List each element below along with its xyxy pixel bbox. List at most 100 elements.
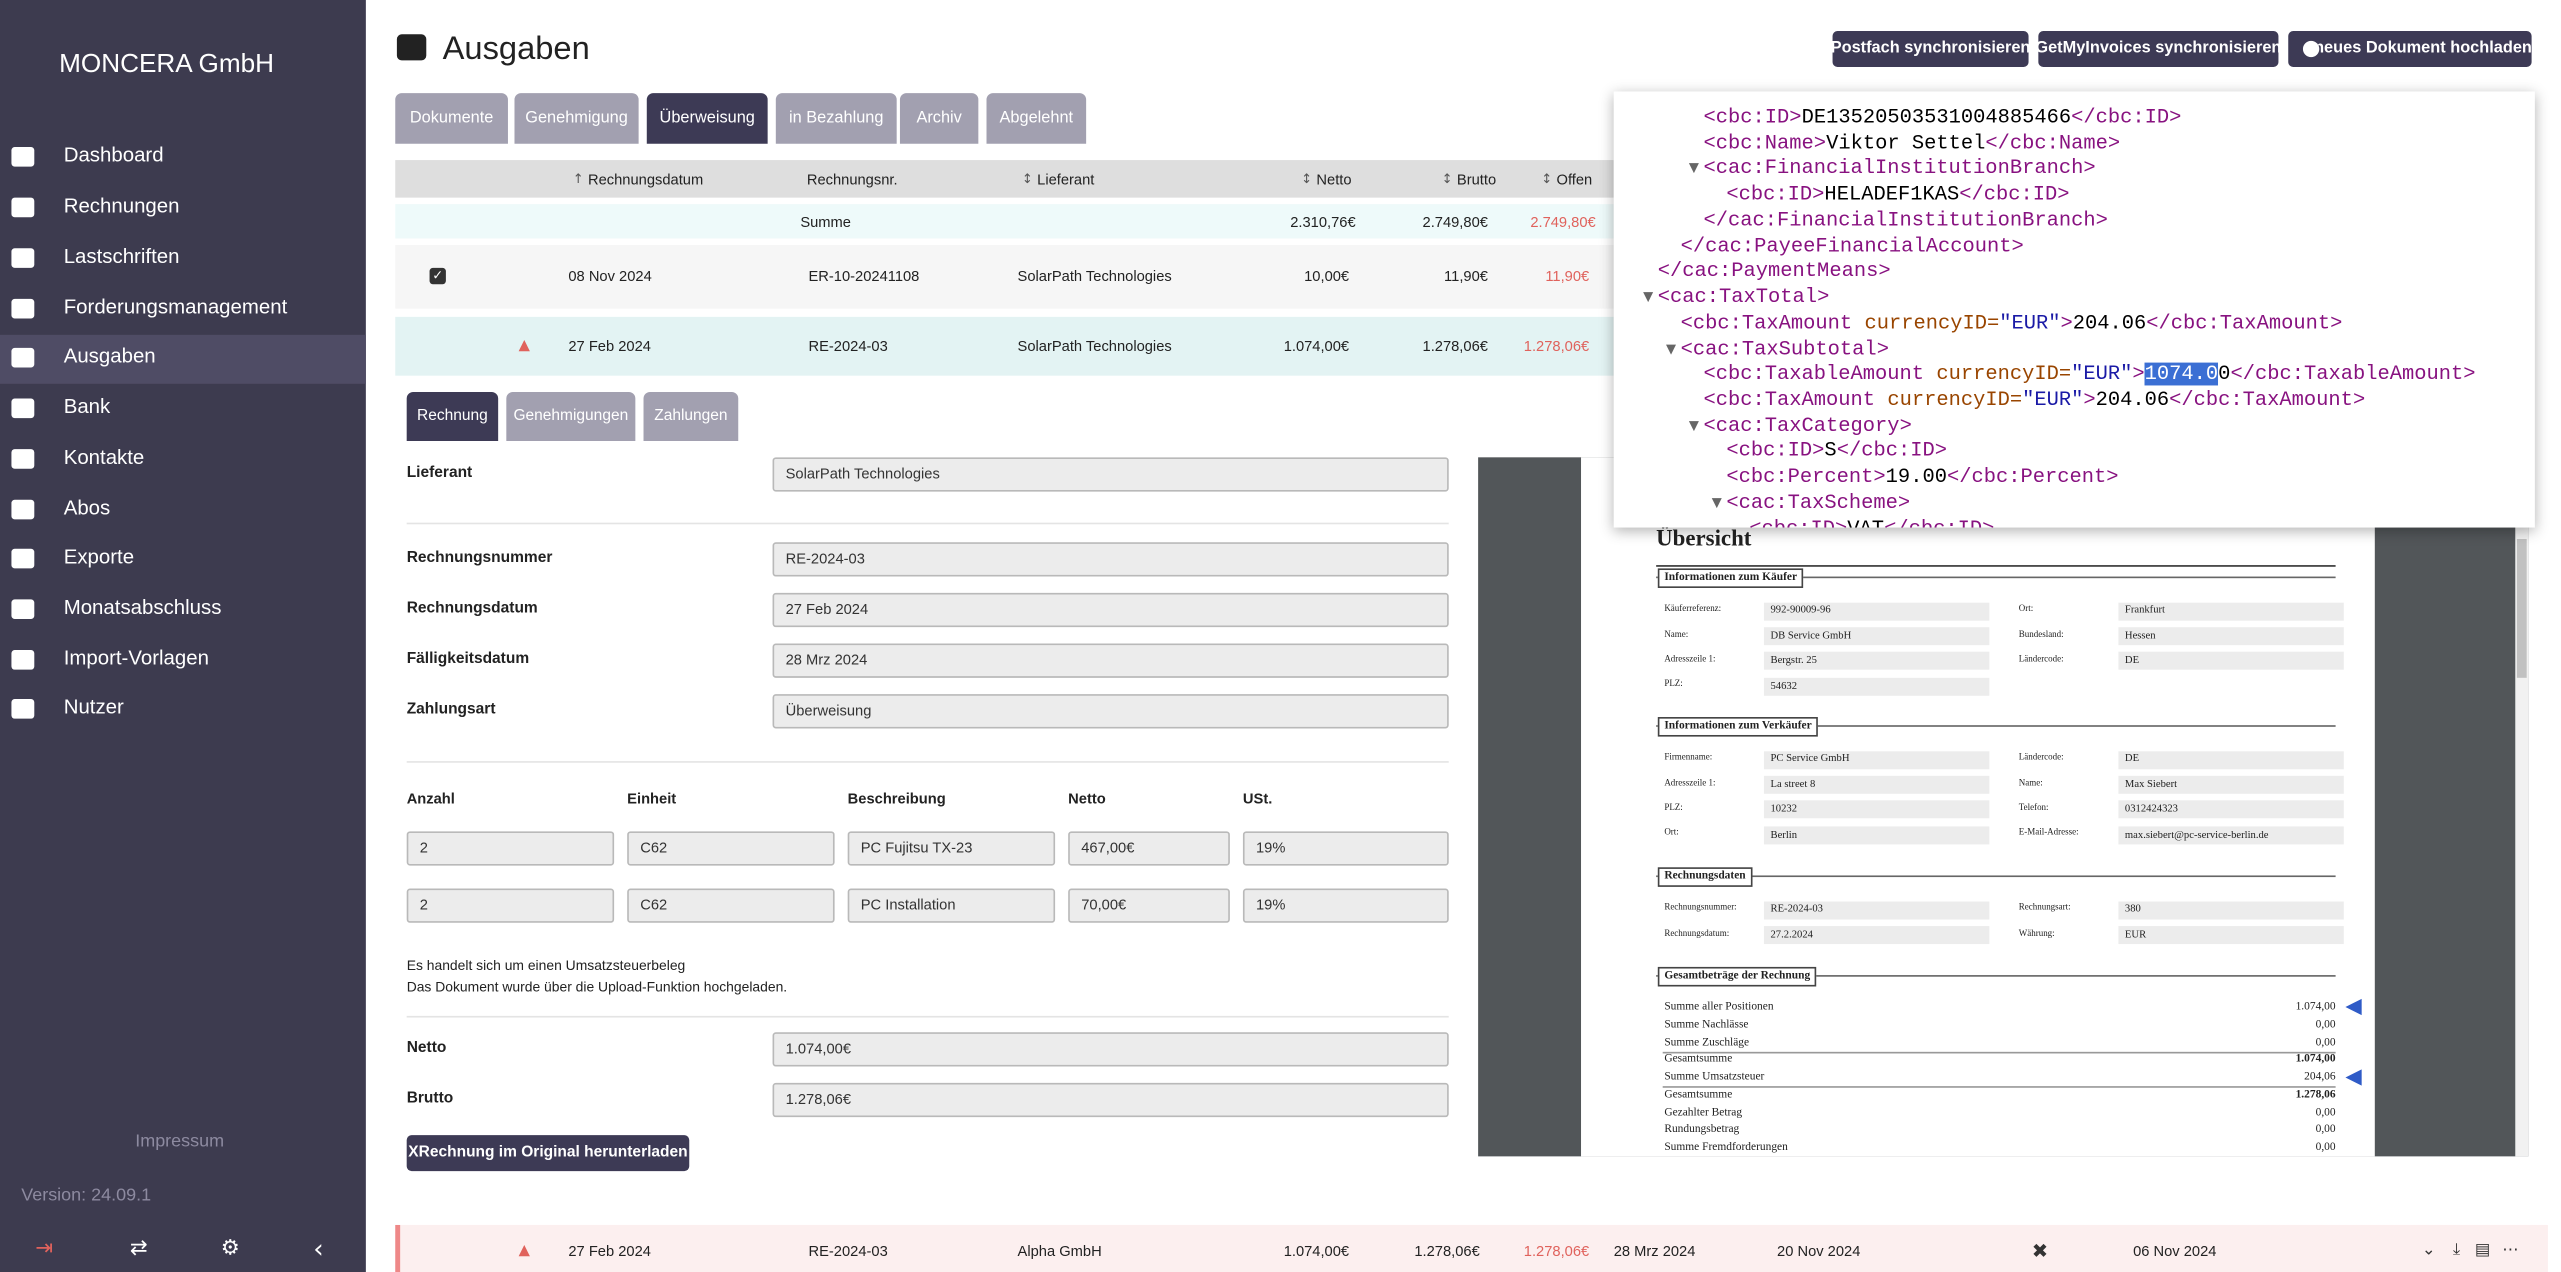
pdf-rule — [1663, 1087, 2336, 1089]
pdf-field-value: max.siebert@pc-service-berlin.de — [2125, 827, 2269, 842]
total-input[interactable] — [773, 1031, 1449, 1065]
column-header[interactable]: Lieferant — [1037, 169, 1094, 190]
pdf-field-value: PC Service GmbH — [1770, 752, 1849, 767]
warning-icon: ▲ — [519, 1241, 530, 1262]
tab-label[interactable]: Überweisung — [660, 108, 755, 131]
nav-item[interactable]: Monatsabschluss — [64, 595, 222, 624]
nav-item[interactable]: Import-Vorlagen — [64, 646, 209, 675]
nav-item[interactable]: Rechnungen — [64, 193, 180, 222]
pdf-field-label: Währung: — [2019, 929, 2055, 942]
tab-label[interactable]: Genehmigung — [525, 108, 628, 131]
tab-label[interactable]: Archiv — [916, 108, 961, 131]
xml-toggle[interactable]: ▼ — [1666, 339, 1676, 359]
xml-toggle[interactable]: ▼ — [1643, 288, 1653, 308]
item-input-value[interactable]: C62 — [640, 895, 667, 916]
nav-item[interactable]: Dashboard — [64, 143, 164, 172]
item-input-value[interactable]: PC Installation — [861, 895, 956, 916]
column-header[interactable]: Netto — [1316, 169, 1351, 190]
pdf-field-label: Rechnungsnummer: — [1664, 903, 1736, 916]
total-input[interactable] — [773, 1082, 1449, 1116]
brand: MONCERA GmbH — [59, 47, 274, 84]
item-input-value[interactable]: PC Fujitsu TX-23 — [861, 837, 973, 858]
pdf-total-value: 1.074,00 — [2296, 1052, 2336, 1068]
item-input-value[interactable]: C62 — [640, 837, 667, 858]
switch-icon: ⇄ — [130, 1235, 148, 1265]
xml-token: <cac:TaxSubtotal — [1681, 337, 1877, 360]
column-header[interactable]: Rechnungsnr. — [807, 169, 898, 190]
field-input[interactable] — [773, 592, 1449, 626]
item-column: Netto — [1068, 788, 1106, 809]
field-input-value[interactable]: SolarPath Technologies — [786, 463, 940, 484]
detail-tab-label[interactable]: Genehmigungen — [513, 406, 628, 428]
item-input-value[interactable]: 467,00€ — [1081, 837, 1134, 858]
nav-item[interactable]: Lastschriften — [64, 244, 180, 273]
field-input-value[interactable]: 28 Mrz 2024 — [786, 650, 868, 671]
tab-label[interactable]: Dokumente — [410, 108, 494, 131]
field-input-value[interactable]: 27 Feb 2024 — [786, 599, 869, 620]
pdf-total-value: 0,00 — [2316, 1017, 2336, 1033]
pdf-field-box — [2118, 926, 2343, 944]
pdf-total-label: Rundungsbetrag — [1664, 1123, 1739, 1139]
field-input[interactable] — [773, 693, 1449, 727]
xml-toggle[interactable]: ▼ — [1689, 159, 1699, 179]
field-label: Rechnungsdatum — [407, 598, 538, 620]
tab-label[interactable]: in Bezahlung — [789, 108, 883, 131]
nav-item[interactable]: Exporte — [64, 544, 134, 573]
column-header[interactable]: Offen — [1557, 169, 1593, 190]
item-input-value[interactable]: 19% — [1256, 895, 1285, 916]
total-input-value[interactable]: 1.278,06€ — [786, 1089, 851, 1110]
pdf-field-value: Berlin — [1770, 827, 1797, 842]
pdf-field-label: Käuferreferenz: — [1664, 605, 1721, 618]
xml-token: <cac:FinancialInstitutionBranch — [1704, 158, 2084, 181]
header-button-label[interactable]: Postfach synchronisieren — [1831, 38, 2031, 61]
xml-token: </cbc:TaxAmount — [2169, 389, 2353, 412]
pdf-field-label: Telefon: — [2019, 803, 2049, 816]
column-header[interactable]: Rechnungsdatum — [588, 169, 703, 190]
nav-item[interactable]: Kontakte — [64, 445, 145, 474]
nav-icon — [11, 147, 34, 167]
download-label[interactable]: XRechnung im Original herunterladen — [408, 1142, 687, 1164]
field-input[interactable] — [773, 541, 1449, 575]
item-input-value[interactable]: 70,00€ — [1081, 895, 1126, 916]
item-input-value[interactable]: 2 — [420, 895, 428, 916]
xml-line: <cbc:ID>HELADEF1KAS</cbc:ID> — [1726, 182, 2069, 208]
column-header[interactable]: Brutto — [1457, 169, 1496, 190]
detail-tab-label[interactable]: Rechnung — [417, 406, 488, 428]
pdf-field-value: Hessen — [2125, 629, 2156, 644]
nav-item[interactable]: Forderungsmanagement — [64, 294, 288, 323]
nav-item[interactable]: Nutzer — [64, 695, 124, 724]
xml-token: S — [1824, 440, 1836, 463]
xml-line: <cac:TaxSubtotal> — [1681, 336, 1889, 362]
detail-tab-label[interactable]: Zahlungen — [654, 406, 727, 428]
table-cell: 1.278,06€ — [1414, 1241, 1479, 1262]
item-column: Beschreibung — [848, 788, 946, 809]
xml-token: DE13520503531004885466 — [1802, 106, 2072, 129]
warning-icon: ▲ — [519, 336, 530, 357]
field-input-value[interactable]: Überweisung — [786, 700, 872, 721]
tab-label[interactable]: Abgelehnt — [1000, 108, 1074, 131]
pdf-field-value: La street 8 — [1770, 777, 1815, 792]
xml-token: > — [1812, 183, 1824, 206]
pdf-section-title: Rechnungsdaten — [1658, 867, 1752, 886]
nav-item[interactable]: Bank — [64, 394, 111, 423]
item-input-value[interactable]: 2 — [420, 837, 428, 858]
impressum-link[interactable]: Impressum — [135, 1131, 224, 1156]
xml-toggle[interactable]: ▼ — [1712, 493, 1722, 513]
version: Version: 24.09.1 — [21, 1185, 151, 1210]
item-input[interactable] — [407, 831, 614, 865]
item-input-value[interactable]: 19% — [1256, 837, 1285, 858]
nav-item[interactable]: Abos — [64, 495, 111, 524]
nav-item[interactable]: Ausgaben — [64, 343, 156, 372]
field-input-value[interactable]: RE-2024-03 — [786, 548, 865, 569]
xml-token: > — [1898, 492, 1910, 515]
header-button-label[interactable]: neues Dokument hochladen — [2314, 38, 2532, 61]
pdf-field-value: DB Service GmbH — [1770, 629, 1851, 644]
pdf-field-value: 27.2.2024 — [1770, 927, 1812, 942]
total-input-value[interactable]: 1.074,00€ — [786, 1038, 851, 1059]
header-button-label[interactable]: GetMyInvoices synchronisieren — [2035, 38, 2281, 61]
xml-toggle[interactable]: ▼ — [1689, 416, 1699, 436]
item-input[interactable] — [407, 888, 614, 922]
xml-token: </cbc:Name — [1985, 132, 2108, 155]
sum-label: Summe — [800, 212, 851, 233]
field-input[interactable] — [773, 643, 1449, 677]
